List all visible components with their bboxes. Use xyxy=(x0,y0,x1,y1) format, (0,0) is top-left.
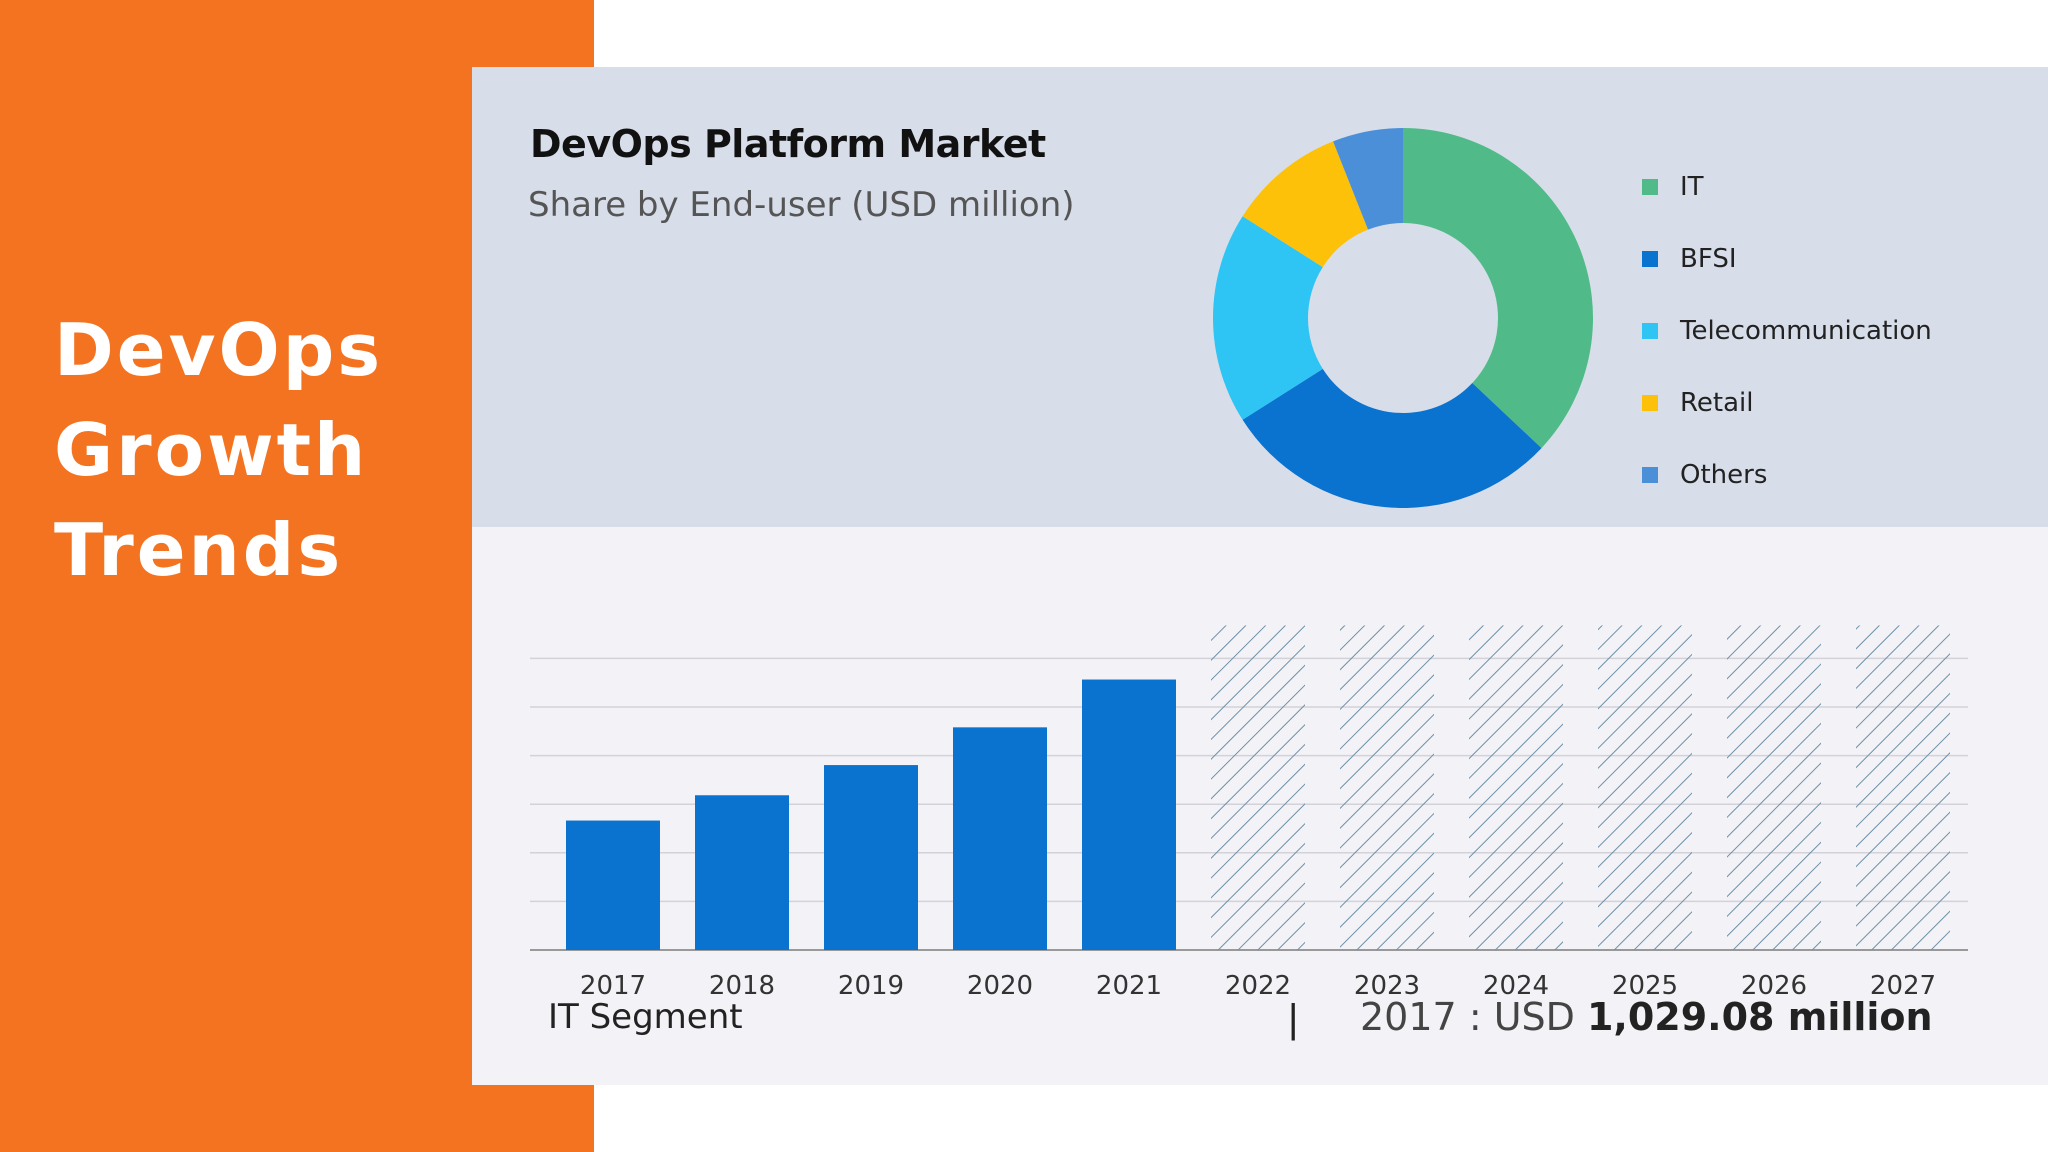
legend-label: Telecommunication xyxy=(1680,316,1932,346)
donut-slice-bfsi xyxy=(1242,368,1542,509)
legend-item-bfsi: BFSI xyxy=(1642,223,1932,295)
value-readout: 2017 : USD 1,029.08 million xyxy=(1360,995,1933,1039)
x-tick-label-2024: 2024 xyxy=(1483,971,1549,1001)
donut-slice-telecommunication xyxy=(1213,216,1323,420)
x-tick-label-2021: 2021 xyxy=(1096,971,1162,1001)
bar-2019 xyxy=(824,765,918,950)
forecast-bar-2025 xyxy=(1598,625,1692,950)
legend-item-it: IT xyxy=(1642,151,1932,223)
hero-line-3: Trends xyxy=(54,508,344,592)
forecast-bar-2022 xyxy=(1211,625,1305,950)
legend-swatch xyxy=(1642,251,1658,267)
legend: IT BFSI Telecommunication Retail Others xyxy=(1642,151,1932,511)
bar-2017 xyxy=(566,820,660,950)
legend-label: BFSI xyxy=(1680,244,1737,274)
market-card: DevOps Platform Market Share by End-user… xyxy=(472,67,2048,1085)
x-tick-label-2025: 2025 xyxy=(1612,971,1678,1001)
legend-swatch xyxy=(1642,395,1658,411)
x-tick-label-2027: 2027 xyxy=(1870,971,1936,1001)
hero-line-1: DevOps xyxy=(54,308,384,392)
x-tick-label-2026: 2026 xyxy=(1741,971,1807,1001)
share-section: DevOps Platform Market Share by End-user… xyxy=(472,67,2048,527)
x-tick-label-2023: 2023 xyxy=(1354,971,1420,1001)
donut-chart xyxy=(1213,128,1593,509)
legend-label: Others xyxy=(1680,460,1768,490)
bar-2018 xyxy=(695,795,789,950)
x-tick-label-2018: 2018 xyxy=(709,971,775,1001)
hero-title: DevOps Growth Trends xyxy=(54,300,474,600)
legend-swatch xyxy=(1642,323,1658,339)
readout-divider: | xyxy=(1288,997,1299,1041)
bar-2020 xyxy=(953,727,1047,950)
x-tick-label-2020: 2020 xyxy=(967,971,1033,1001)
hero-line-2: Growth xyxy=(54,408,369,492)
legend-swatch xyxy=(1642,467,1658,483)
bar-2021 xyxy=(1082,679,1176,950)
legend-label: Retail xyxy=(1680,388,1754,418)
bar-chart: 2017 2018 2019 2020 2021 2022 2023 2024 2025 2026… xyxy=(530,625,1968,1001)
segment-label: IT Segment xyxy=(548,997,743,1037)
legend-item-telecommunication: Telecommunication xyxy=(1642,295,1932,367)
readout-value: 1,029.08 million xyxy=(1586,995,1933,1039)
forecast-bar-2026 xyxy=(1727,625,1821,950)
legend-label: IT xyxy=(1680,172,1704,202)
chart-title: DevOps Platform Market xyxy=(530,122,1046,166)
forecast-bar-2027 xyxy=(1856,625,1950,950)
donut-slice-retail xyxy=(1242,141,1369,268)
forecast-bar-2023 xyxy=(1340,625,1434,950)
chart-subtitle: Share by End-user (USD million) xyxy=(528,185,1075,225)
donut-slice-others xyxy=(1333,128,1403,230)
x-tick-label-2022: 2022 xyxy=(1225,971,1291,1001)
x-tick-label-2017: 2017 xyxy=(580,971,646,1001)
legend-item-retail: Retail xyxy=(1642,367,1932,439)
forecast-bar-2024 xyxy=(1469,625,1563,950)
readout-prefix: : USD xyxy=(1468,995,1575,1039)
legend-item-others: Others xyxy=(1642,439,1932,511)
legend-swatch xyxy=(1642,179,1658,195)
readout-year: 2017 xyxy=(1360,995,1457,1039)
x-tick-label-2019: 2019 xyxy=(838,971,904,1001)
donut-slice-it xyxy=(1403,128,1593,449)
